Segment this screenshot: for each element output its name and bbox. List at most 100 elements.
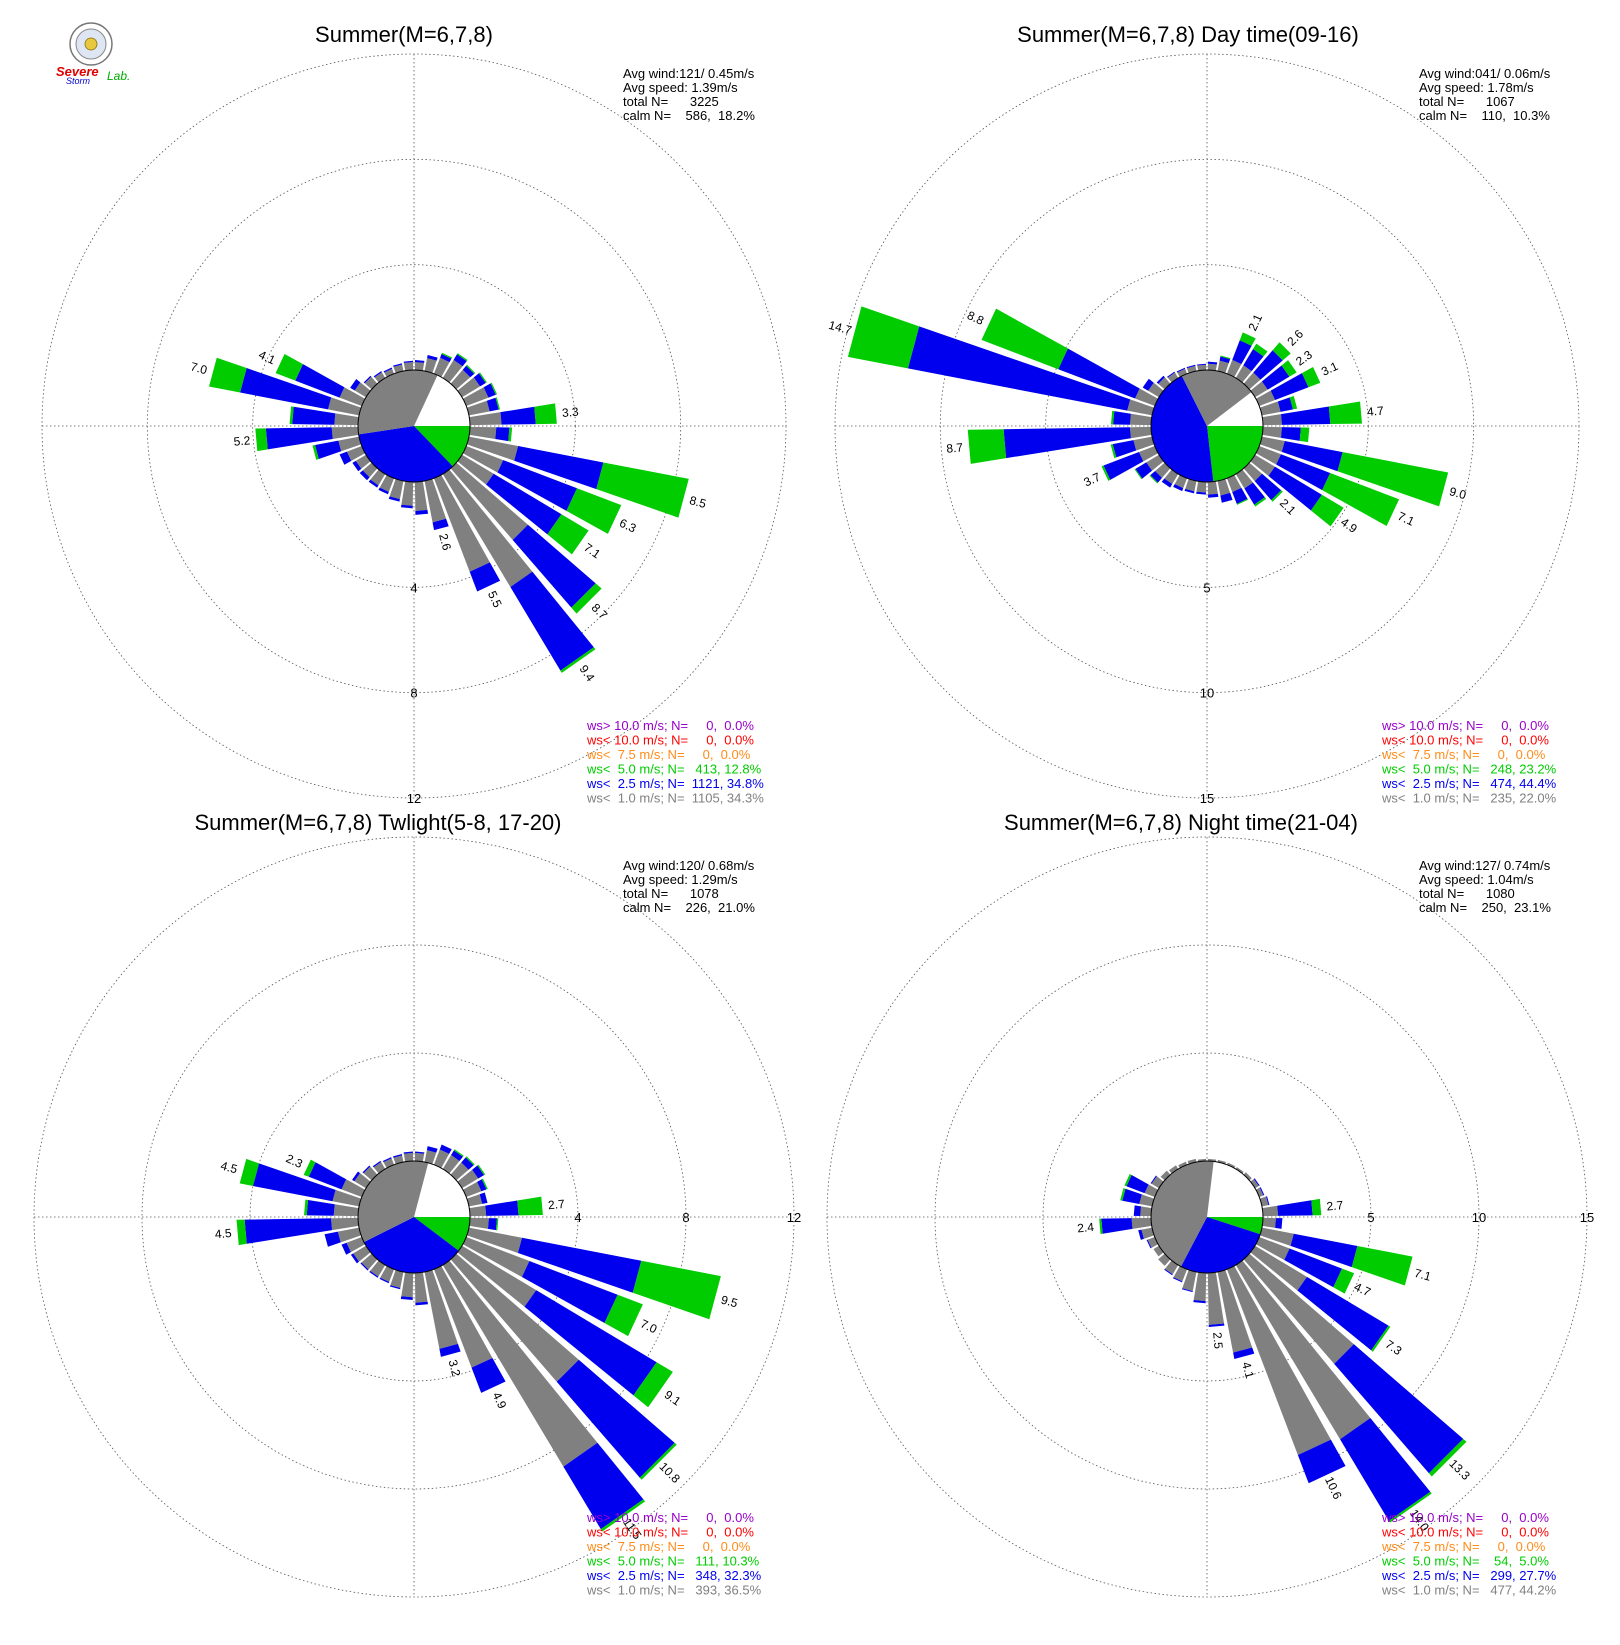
bar-segment-lt2-5 bbox=[1232, 340, 1252, 365]
bar-segment-lt1 bbox=[361, 1253, 378, 1270]
bar-segment-lt5 bbox=[255, 428, 268, 452]
bar-segment-lt2-5 bbox=[1167, 371, 1175, 378]
bar-total-label: 4.5 bbox=[214, 1226, 232, 1241]
bar-segment-lt2-5 bbox=[1270, 373, 1309, 401]
bar-segment-lt2-5 bbox=[1126, 1175, 1149, 1194]
bar-segment-lt5 bbox=[1428, 1438, 1467, 1477]
bar-segment-lt2-5 bbox=[1103, 451, 1144, 480]
bar-segment-lt1 bbox=[414, 1272, 428, 1303]
bar-segment-lt1 bbox=[1167, 372, 1179, 383]
bar-segment-lt2-5 bbox=[427, 354, 438, 361]
ring-label: 4 bbox=[574, 1210, 581, 1225]
bar-segment-lt5 bbox=[1134, 468, 1143, 480]
bar-segment-lt1 bbox=[401, 481, 414, 506]
bar-segment-lt2-5 bbox=[497, 460, 578, 511]
bar-segment-lt1 bbox=[363, 1166, 378, 1181]
bar-segment-lt2-5 bbox=[487, 1218, 497, 1231]
bar-segment-lt1 bbox=[424, 1269, 458, 1349]
bar-segment-lt5 bbox=[566, 488, 622, 534]
bar-segment-lt1 bbox=[1153, 1245, 1164, 1257]
bar-segment-lt2-5 bbox=[1334, 1344, 1464, 1474]
bar-segment-lt5 bbox=[981, 308, 1068, 370]
bar-total-label: 3.7 bbox=[1081, 470, 1102, 490]
bar-segment-lt5 bbox=[632, 1260, 721, 1320]
bar-segment-lt5 bbox=[490, 382, 498, 395]
bar-segment-lt2-5 bbox=[1196, 491, 1206, 495]
legend-entry: ws< 1.0 m/s; N= 235, 22.0% bbox=[1381, 791, 1557, 806]
legend-entry: ws> 10.0 m/s; N= 0, 0.0% bbox=[1381, 718, 1549, 733]
windrose-panel: 5 10 152.77.14.77.313.314.010.64.12.52.4Su… bbox=[826, 810, 1594, 1598]
bar-segment-lt1 bbox=[1197, 364, 1207, 371]
bar-segment-lt2-5 bbox=[1003, 427, 1131, 459]
bar-segment-lt1 bbox=[469, 412, 502, 426]
bar-segment-lt2-5 bbox=[1284, 1248, 1343, 1288]
ring-label: 12 bbox=[407, 791, 421, 806]
bar-segment-lt2-5 bbox=[439, 1144, 452, 1154]
bar-segment-lt2-5 bbox=[1164, 1268, 1173, 1276]
bar-segment-lt1 bbox=[384, 368, 395, 378]
stats-line: total N= 1067 bbox=[1419, 94, 1515, 109]
bar-total-label: 3.3 bbox=[561, 405, 579, 420]
bar-segment-lt1 bbox=[1164, 469, 1179, 484]
bar-segment-lt2-5 bbox=[517, 1237, 642, 1293]
bar-segment-lt1 bbox=[414, 481, 428, 511]
bar-segment-lt1 bbox=[424, 358, 437, 374]
stats-line: calm N= 250, 23.1% bbox=[1419, 900, 1551, 915]
logo-text-storm: Storm bbox=[66, 76, 91, 86]
bar-segment-lt2-5 bbox=[907, 326, 1131, 411]
bar-segment-lt2-5 bbox=[500, 406, 536, 425]
bar-segment-lt2-5 bbox=[521, 1261, 618, 1324]
legend-entry: ws< 10.0 m/s; N= 0, 0.0% bbox=[1381, 733, 1549, 748]
bar-segment-lt1 bbox=[450, 1253, 579, 1382]
bar-segment-lt5 bbox=[1337, 452, 1449, 507]
bar-segment-lt2-5 bbox=[1058, 348, 1140, 399]
bar-segment-lt2-5 bbox=[1181, 1288, 1193, 1293]
bar-segment-lt5 bbox=[1220, 355, 1231, 360]
bar-segment-lt1 bbox=[1259, 1196, 1269, 1207]
calm-pie-lt5 bbox=[1207, 426, 1263, 482]
bar-segment-lt1 bbox=[370, 469, 386, 486]
bar-segment-lt1 bbox=[462, 1236, 530, 1278]
bar-segment-lt1 bbox=[333, 1204, 359, 1217]
bar-segment-lt2-5 bbox=[1186, 364, 1196, 369]
calm-pie-lt2-5 bbox=[358, 426, 453, 483]
bar-segment-lt1 bbox=[1255, 1236, 1290, 1260]
bar-segment-lt5 bbox=[453, 1149, 464, 1157]
bar-total-label: 7.1 bbox=[581, 540, 603, 561]
bar-segment-lt2-5 bbox=[1277, 397, 1294, 412]
windrose-panel: 4 8 122.79.57.09.110.811.54.93.24.54.5 2.3S… bbox=[33, 810, 801, 1598]
bar-segment-lt1 bbox=[466, 1194, 483, 1207]
bar-segment-lt5 bbox=[508, 427, 513, 442]
bar-segment-lt1 bbox=[1174, 474, 1188, 489]
bar-segment-lt2-5 bbox=[403, 1151, 413, 1154]
legend-entry: ws< 2.5 m/s; N= 474, 44.4% bbox=[1381, 776, 1557, 791]
bar-segment-lt1 bbox=[355, 454, 371, 469]
calm-pie-lt2-5 bbox=[1180, 1217, 1261, 1273]
bar-segment-lt1 bbox=[1178, 1161, 1188, 1169]
bar-total-label: 7.1 bbox=[1413, 1266, 1433, 1284]
bar-segment-lt5 bbox=[847, 306, 920, 369]
ring-label: 15 bbox=[1200, 791, 1214, 806]
bar-segment-lt2-5 bbox=[471, 1357, 506, 1393]
ring-label: 10 bbox=[1200, 686, 1214, 701]
bar-segment-lt2-5 bbox=[1297, 1276, 1389, 1351]
bar-segment-lt2-5 bbox=[512, 524, 596, 608]
bar-segment-lt2-5 bbox=[369, 1270, 379, 1278]
bar-segment-lt2-5 bbox=[1297, 1439, 1346, 1484]
bar-segment-lt1 bbox=[403, 1152, 414, 1162]
bar-total-label: 9.0 bbox=[1448, 484, 1468, 502]
calm-pie-lt1 bbox=[1181, 370, 1252, 426]
calm-pie-lt1 bbox=[358, 370, 438, 435]
bar-total-label: 14.7 bbox=[827, 318, 853, 338]
bar-segment-lt5 bbox=[1120, 1188, 1126, 1201]
bar-segment-lt1 bbox=[1185, 478, 1197, 492]
bar-total-label: 2.6 bbox=[1284, 327, 1306, 349]
ring-label: 4 bbox=[410, 580, 417, 595]
calm-pie-lt2-5 bbox=[1151, 375, 1214, 483]
bar-total-label: 10.6 bbox=[1322, 1474, 1345, 1501]
bar-segment-lt5 bbox=[239, 1158, 260, 1186]
bar-segment-lt2-5 bbox=[1122, 1188, 1142, 1204]
bar-segment-lt2-5 bbox=[472, 1165, 485, 1179]
bar-segment-lt2-5 bbox=[368, 479, 379, 488]
bar-segment-lt1 bbox=[1235, 365, 1252, 383]
